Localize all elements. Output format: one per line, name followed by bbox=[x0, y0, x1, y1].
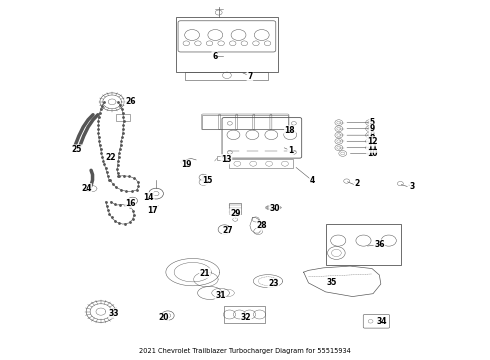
Text: 8: 8 bbox=[369, 131, 375, 140]
Text: 14: 14 bbox=[144, 193, 154, 202]
Text: 32: 32 bbox=[241, 313, 251, 322]
Text: 19: 19 bbox=[181, 160, 192, 169]
Text: 9: 9 bbox=[369, 124, 375, 133]
Text: 18: 18 bbox=[285, 126, 295, 135]
Text: 24: 24 bbox=[81, 184, 92, 193]
Bar bbox=[224, 306, 265, 323]
Bar bbox=[229, 203, 241, 214]
Bar bbox=[185, 72, 269, 80]
Text: 15: 15 bbox=[202, 176, 212, 185]
Text: 27: 27 bbox=[222, 226, 233, 235]
Text: 6: 6 bbox=[212, 52, 218, 61]
Bar bbox=[229, 159, 293, 168]
Text: 33: 33 bbox=[109, 309, 119, 318]
Bar bbox=[202, 115, 288, 129]
Text: 23: 23 bbox=[268, 279, 279, 288]
Text: 7: 7 bbox=[247, 72, 252, 81]
Text: 20: 20 bbox=[158, 313, 169, 322]
Text: 4: 4 bbox=[310, 176, 315, 185]
Text: 30: 30 bbox=[269, 204, 280, 213]
Text: 1: 1 bbox=[288, 146, 293, 155]
Text: 22: 22 bbox=[105, 153, 116, 162]
Text: 12: 12 bbox=[367, 137, 377, 146]
Text: 16: 16 bbox=[125, 199, 135, 208]
Bar bbox=[117, 114, 130, 121]
Text: 11: 11 bbox=[367, 143, 377, 152]
Text: 26: 26 bbox=[125, 97, 135, 106]
Bar bbox=[175, 17, 278, 72]
Bar bbox=[217, 156, 226, 160]
Bar bbox=[326, 224, 401, 265]
Text: 34: 34 bbox=[376, 317, 387, 326]
Text: 28: 28 bbox=[257, 221, 268, 230]
Text: 31: 31 bbox=[215, 291, 226, 300]
Text: 10: 10 bbox=[367, 149, 377, 158]
Text: 2021 Chevrolet Trailblazer Turbocharger Diagram for 55515934: 2021 Chevrolet Trailblazer Turbocharger … bbox=[139, 348, 351, 354]
Text: 21: 21 bbox=[200, 269, 210, 278]
Text: 35: 35 bbox=[327, 278, 337, 287]
Text: 17: 17 bbox=[147, 206, 157, 215]
Text: 29: 29 bbox=[230, 209, 241, 218]
Text: 3: 3 bbox=[410, 181, 415, 190]
Text: 13: 13 bbox=[221, 155, 232, 164]
Text: 2: 2 bbox=[355, 179, 360, 188]
Text: 25: 25 bbox=[71, 145, 82, 154]
Text: 5: 5 bbox=[369, 118, 374, 127]
Text: 36: 36 bbox=[374, 240, 385, 249]
